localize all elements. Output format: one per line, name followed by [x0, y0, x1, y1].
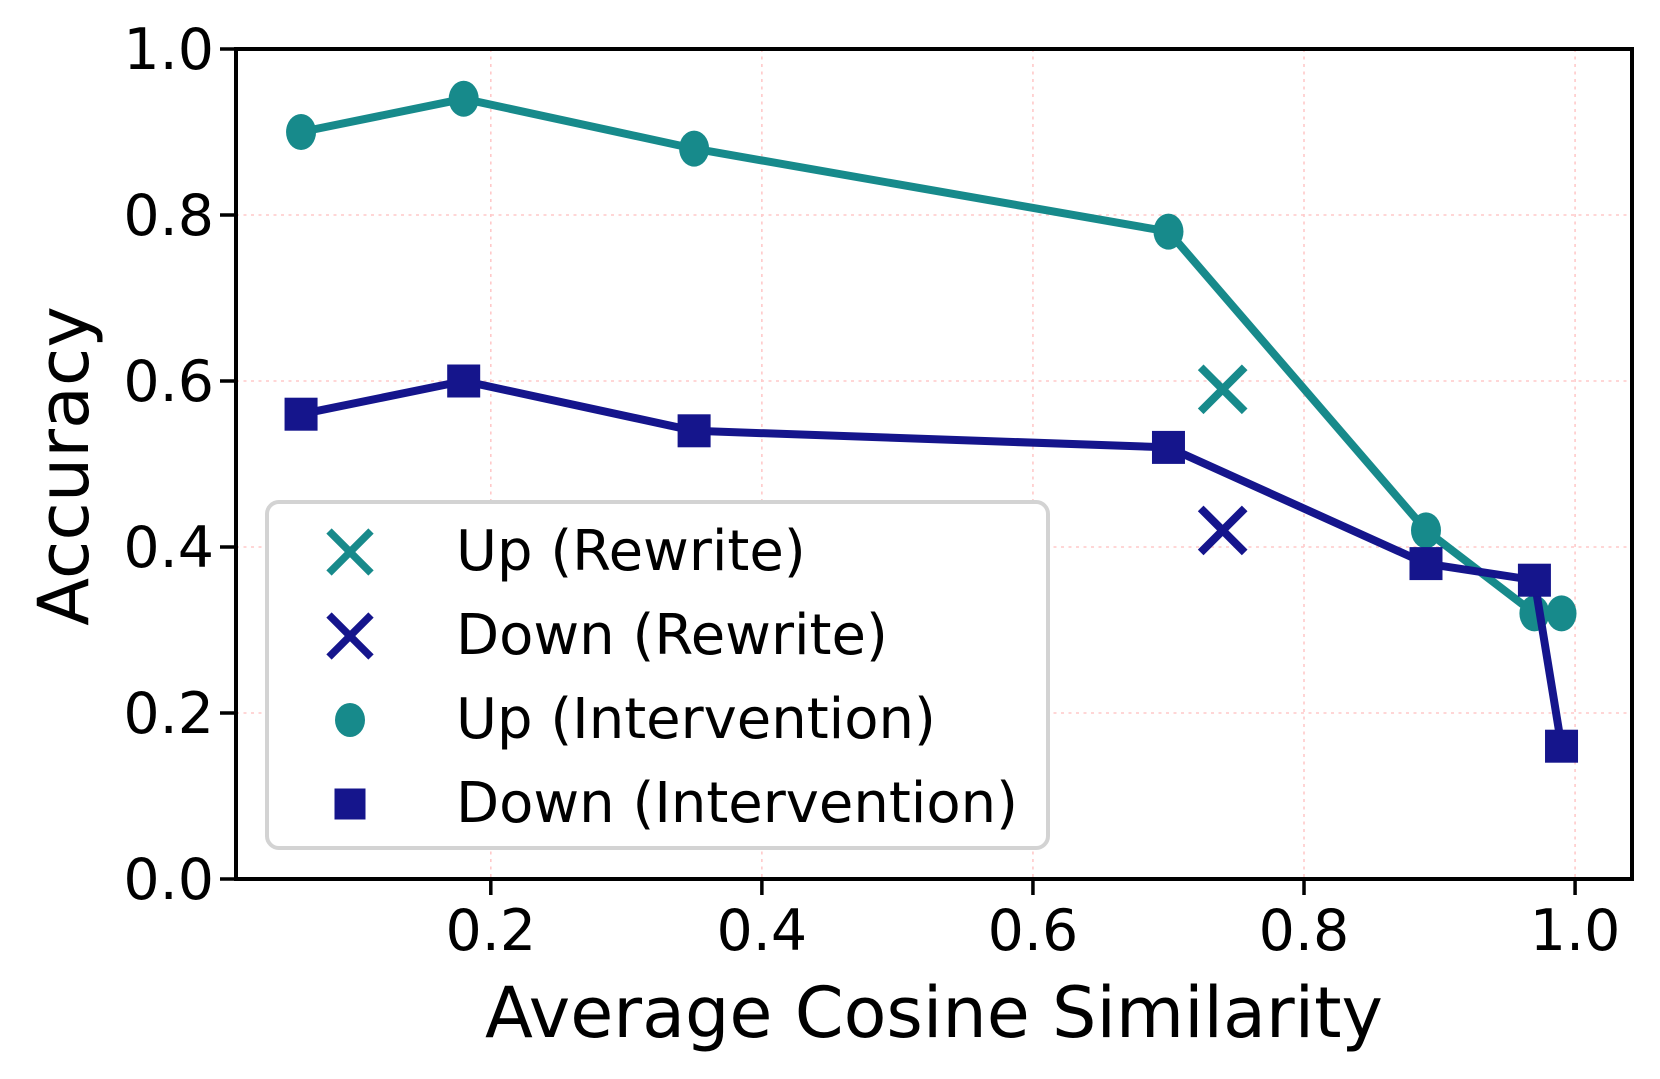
legend-up-rewrite-x-icon	[326, 528, 374, 576]
marker-square-down-intervention	[447, 364, 481, 398]
legend-row-up-rewrite: Up (Rewrite)	[269, 510, 1046, 594]
legend-up-intervention-circle-icon	[335, 703, 365, 737]
marker-circle-up-intervention	[448, 80, 479, 117]
marker-x-down-rewrite	[1197, 505, 1248, 556]
y-tick-label: 0.2	[123, 681, 214, 747]
legend-label-down-rewrite: Down (Rewrite)	[456, 603, 888, 668]
marker-square-down-intervention	[677, 414, 711, 448]
marker-square-down-intervention	[1545, 729, 1579, 763]
legend-circle-glyph	[335, 703, 365, 737]
x-axis-label: Average Cosine Similarity	[485, 972, 1383, 1054]
legend-label-down-intervention: Down (Intervention)	[456, 771, 1018, 836]
x-tick-label: 1.0	[1530, 898, 1621, 964]
marker-circle-up-intervention	[286, 114, 317, 150]
legend-label-up-rewrite: Up (Rewrite)	[456, 519, 806, 584]
x-tick-label: 0.2	[445, 898, 536, 964]
legend-x-glyph	[326, 528, 374, 576]
y-axis-label: Accuracy	[23, 306, 105, 626]
marker-circle-up-intervention	[679, 130, 710, 167]
legend: Up (Rewrite) Down (Rewrite) Up (Interventi…	[265, 500, 1050, 850]
legend-square-glyph	[334, 788, 366, 820]
x-tick-label: 0.4	[717, 898, 808, 964]
y-tick-label: 0.4	[123, 515, 214, 581]
x-tick-label: 0.6	[988, 898, 1079, 964]
y-tick-label: 0.6	[123, 349, 214, 415]
legend-down-rewrite-x-icon	[326, 612, 374, 660]
legend-label-up-intervention: Up (Intervention)	[456, 687, 936, 752]
y-tick-label: 0.8	[123, 183, 214, 249]
marker-square-down-intervention	[1409, 547, 1443, 581]
legend-x-glyph	[326, 612, 374, 660]
marker-square-down-intervention	[1151, 430, 1185, 464]
legend-down-intervention-square-icon	[334, 788, 366, 820]
marker-x-up-rewrite	[1197, 364, 1248, 415]
marker-square-down-intervention	[284, 397, 318, 431]
x-tick-label: 0.8	[1259, 898, 1350, 964]
y-tick-label: 1.0	[123, 17, 214, 83]
marker-circle-up-intervention	[1153, 213, 1184, 250]
legend-row-down-intervention: Down (Intervention)	[269, 762, 1046, 846]
plot-border	[234, 47, 1634, 881]
marker-square-down-intervention	[1517, 563, 1551, 597]
marker-circle-up-intervention	[1546, 595, 1577, 632]
legend-row-up-intervention: Up (Intervention)	[269, 678, 1046, 762]
y-tick-label: 0.0	[123, 847, 214, 913]
legend-row-down-rewrite: Down (Rewrite)	[269, 594, 1046, 678]
marker-circle-up-intervention	[1410, 512, 1441, 549]
